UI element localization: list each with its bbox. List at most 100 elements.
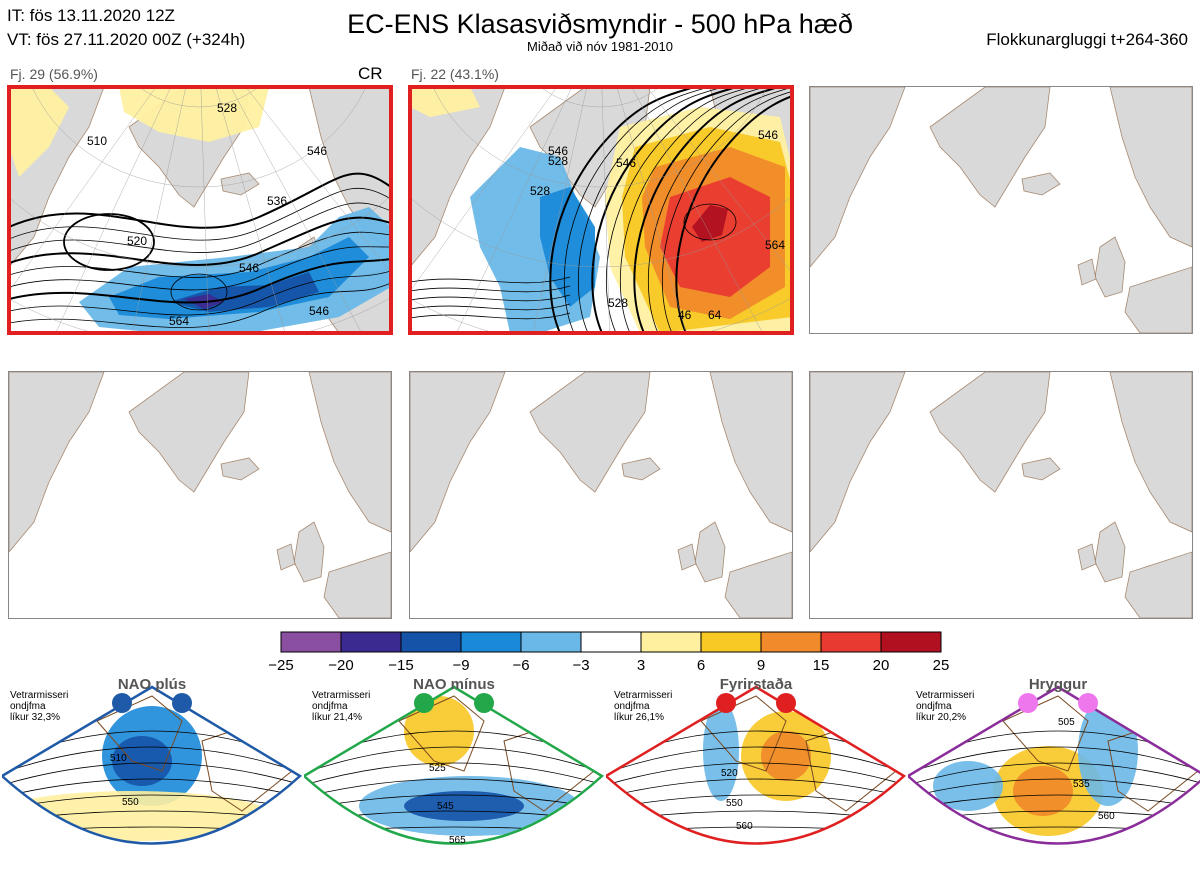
meridian-line [230, 87, 362, 333]
regime-contour-label: 560 [1098, 811, 1115, 822]
anomaly-region-0 [9, 87, 69, 177]
contour-label: 510 [87, 134, 107, 148]
parallel-circle [410, 195, 792, 268]
contour-label: 546 [307, 144, 327, 158]
parallel-circle [31, 87, 367, 188]
height-contour-line [304, 746, 602, 774]
contour-label: 64 [708, 308, 722, 322]
regime-title: NAO mínus [413, 676, 495, 693]
colorbar-bin [640, 631, 702, 653]
contour-label: 46 [678, 308, 692, 322]
regime-marker-dot [716, 693, 736, 713]
regime-marker-dot [172, 693, 192, 713]
height-contour-line [633, 87, 782, 333]
regime-sector-map: 505 535 560 [908, 685, 1200, 845]
valid-time: VT: fös 27.11.2020 00Z (+324h) [7, 30, 246, 49]
height-contour-line [619, 87, 766, 333]
height-contour-line [9, 172, 391, 229]
contour-label: 564 [765, 238, 785, 252]
map-canvas [9, 372, 391, 618]
iceland-shape [1021, 457, 1061, 481]
height-contour-line [2, 794, 300, 810]
height-contour-line [605, 87, 752, 333]
sector-border [606, 685, 906, 845]
anomaly-region-8 [692, 205, 728, 242]
height-contour-line [9, 258, 391, 304]
height-contour-line [9, 282, 391, 328]
height-contour-line [410, 276, 571, 284]
regime-note-line: Vetrarmisseri [312, 690, 371, 701]
height-contours [410, 87, 792, 333]
regime-anomaly [761, 731, 811, 781]
anomaly-region-3 [109, 237, 369, 319]
regime-contour-label: 545 [437, 801, 454, 812]
height-contour-line [606, 762, 904, 786]
regime-contour-label: 520 [721, 768, 738, 779]
colorbar-bin [700, 631, 762, 653]
ireland-shape [1077, 258, 1097, 286]
cluster-map-panel: 510 520 528 536 546 546 546 564 [8, 86, 392, 334]
land-masses [9, 372, 391, 618]
anomaly-region-0 [410, 87, 480, 117]
parallel-circle [139, 87, 259, 108]
contour-label: 528 [608, 296, 628, 310]
height-contour-line [2, 778, 300, 798]
regime-note: Vetrarmisseri ondjfma líkur 20,2% [916, 690, 974, 723]
regime-contour-label: 505 [1058, 717, 1075, 728]
regime-marker-dot [1018, 693, 1038, 713]
colorbar-bin [280, 631, 342, 653]
contour-label: 546 [758, 128, 778, 142]
classification-window: Flokkunargluggi t+264-360 [986, 30, 1188, 49]
height-contour-line [606, 857, 906, 859]
meridian-line [616, 87, 687, 333]
regime-note-line: líkur 20,2% [916, 712, 967, 723]
regime-marker-dot [1078, 693, 1098, 713]
greenland-shape [128, 372, 250, 493]
height-contour-line [591, 87, 740, 333]
cluster-title: Fj. 29 (56.9%) [10, 66, 98, 82]
europe-shape [1124, 551, 1192, 618]
map-canvas [810, 372, 1192, 618]
empty-map-panel [8, 371, 392, 619]
height-contours [9, 172, 391, 328]
regime-marker-dot [414, 693, 434, 713]
height-contour-line [304, 762, 602, 786]
height-contour-line [661, 90, 792, 333]
canada-shape [810, 372, 906, 553]
contour-label: 546 [309, 304, 329, 318]
regime-note-line: Vetrarmisseri [10, 690, 69, 701]
meridian-line [55, 87, 172, 333]
land-masses [410, 372, 792, 618]
land-masses [810, 372, 1192, 618]
height-contour-line [410, 303, 571, 311]
map-canvas [810, 87, 1192, 333]
height-contour-line [9, 202, 391, 253]
colorbar-tick-label: 15 [812, 657, 830, 674]
regime-contour-label: 535 [1073, 779, 1090, 790]
height-contour-line [908, 794, 1200, 810]
coastline [1002, 695, 1089, 772]
parallel-circle [432, 87, 768, 188]
cluster-map-panel: 528 528 546 546 546 528 564 46 64 [409, 86, 793, 334]
regime-anomaly [112, 736, 172, 786]
regime-sector-map: 510 550 [2, 685, 302, 859]
regime-note-line: líkur 32,3% [10, 712, 61, 723]
low-center-contour [63, 213, 155, 271]
regime-note-line: líkur 21,4% [312, 712, 363, 723]
iceland-shape [220, 457, 260, 481]
height-contour-line [606, 794, 904, 810]
sector-border [2, 685, 302, 845]
height-contour-line [304, 778, 602, 798]
parallel-circle [540, 87, 660, 108]
ireland-shape [677, 543, 697, 571]
regime-note-line: Vetrarmisseri [916, 690, 975, 701]
regime-note-line: ondjfma [10, 701, 46, 712]
page-title: EC-ENS Klasasviðsmyndir - 500 hPa hæð [347, 9, 853, 39]
regime-note-line: ondjfma [312, 701, 348, 712]
lat-lon-grid [9, 87, 391, 333]
height-contour-line [2, 857, 302, 859]
empty-map-panel [809, 371, 1193, 619]
britain-shape [694, 521, 726, 583]
colorbar-tick-label: 3 [636, 657, 646, 674]
